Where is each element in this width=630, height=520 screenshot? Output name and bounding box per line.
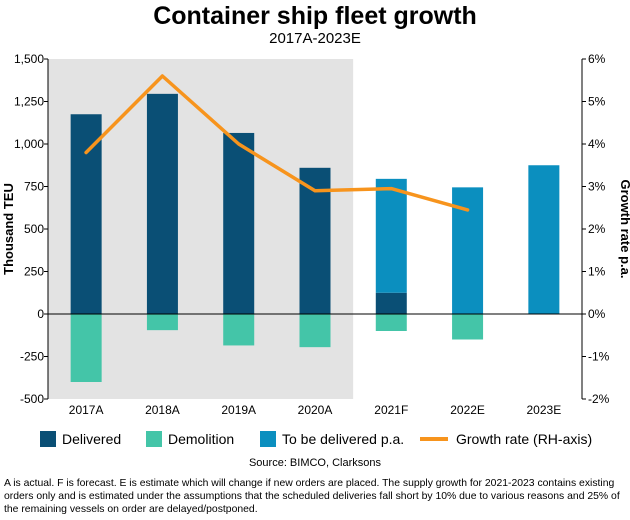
- y2-tick-label: 4%: [588, 137, 606, 151]
- x-tick-label: 2022E: [450, 403, 485, 417]
- bar-to-be-delivered-p-a-2021f: [375, 178, 407, 293]
- bar-demolition-2018a: [146, 314, 178, 331]
- bar-demolition-2021f: [375, 314, 407, 331]
- legend-item-to-be-delivered: To be delivered p.a.: [260, 429, 404, 449]
- x-tick-label: 2021F: [374, 403, 408, 417]
- y2-tick-label: 5%: [588, 95, 606, 109]
- y-tick-label: 1,250: [14, 95, 44, 109]
- x-tick-label: 2017A: [69, 403, 104, 417]
- y2-axis-title: Growth rate p.a.: [618, 180, 630, 279]
- bar-demolition-2022e: [452, 314, 484, 340]
- legend-label-growth-rate: Growth rate (RH-axis): [456, 431, 593, 447]
- bar-delivered-2017a: [70, 114, 102, 314]
- legend-swatch-demolition: [146, 431, 162, 447]
- chart-plot: 1,500 1,250 1,000 750 500 250 0 -250 -500 6% 5% 4% 3…: [1, 52, 630, 417]
- legend-label-to-be-delivered: To be delivered p.a.: [282, 431, 405, 447]
- x-tick-label: 2023E: [527, 403, 562, 417]
- chart-footnote: A is actual. F is forecast. E is estimat…: [4, 478, 620, 515]
- legend-label-demolition: Demolition: [168, 431, 235, 447]
- y-tick-label: 1,000: [14, 137, 44, 151]
- y2-tick-label: -2%: [588, 392, 610, 406]
- y2-tick-label: -1%: [588, 350, 610, 364]
- y-tick-label: 1,500: [14, 52, 44, 66]
- chart-title: Container ship fleet growth: [153, 2, 477, 30]
- bar-demolition-2020a: [299, 314, 331, 348]
- growth-rate-line: [84, 74, 470, 212]
- y2-tick-label: 6%: [588, 52, 606, 66]
- y-tick-label: 250: [24, 265, 44, 279]
- y-tick-label: -250: [20, 350, 44, 364]
- bar-delivered-2018a: [146, 93, 178, 314]
- x-tick-label: 2019A: [221, 403, 256, 417]
- bar-demolition-2019a: [223, 314, 255, 346]
- chart-subtitle: 2017A-2023E: [269, 30, 361, 47]
- y-tick-label: 0: [37, 307, 44, 321]
- bar-to-be-delivered-p-a-2023e: [528, 165, 560, 314]
- legend-item-delivered: Delivered: [40, 429, 121, 449]
- legend-label-delivered: Delivered: [62, 431, 122, 447]
- y-tick-label: 750: [24, 180, 44, 194]
- legend-swatch-growth-rate: [420, 437, 448, 441]
- bar-delivered-2019a: [223, 132, 255, 314]
- legend: Delivered Demolition To be delivered p.a…: [0, 429, 630, 449]
- legend-swatch-to-be-delivered: [260, 431, 276, 447]
- y2-tick-label: 1%: [588, 265, 606, 279]
- y-tick-label: -500: [20, 392, 44, 406]
- x-tick-label: 2018A: [145, 403, 180, 417]
- legend-item-growth-rate: Growth rate (RH-axis): [420, 429, 592, 449]
- x-tick-label: 2020A: [298, 403, 333, 417]
- bar-delivered-2021f: [375, 292, 407, 314]
- chart-source: Source: BIMCO, Clarksons: [248, 457, 382, 469]
- y-tick-label: 500: [24, 222, 44, 236]
- y2-tick-label: 3%: [588, 180, 606, 194]
- legend-item-demolition: Demolition: [146, 429, 234, 449]
- y-axis-title: Thousand TEU: [1, 183, 16, 275]
- bar-demolition-2017a: [70, 314, 102, 382]
- legend-swatch-delivered: [40, 431, 56, 447]
- y2-tick-label: 2%: [588, 222, 606, 236]
- y2-tick-label: 0%: [588, 307, 606, 321]
